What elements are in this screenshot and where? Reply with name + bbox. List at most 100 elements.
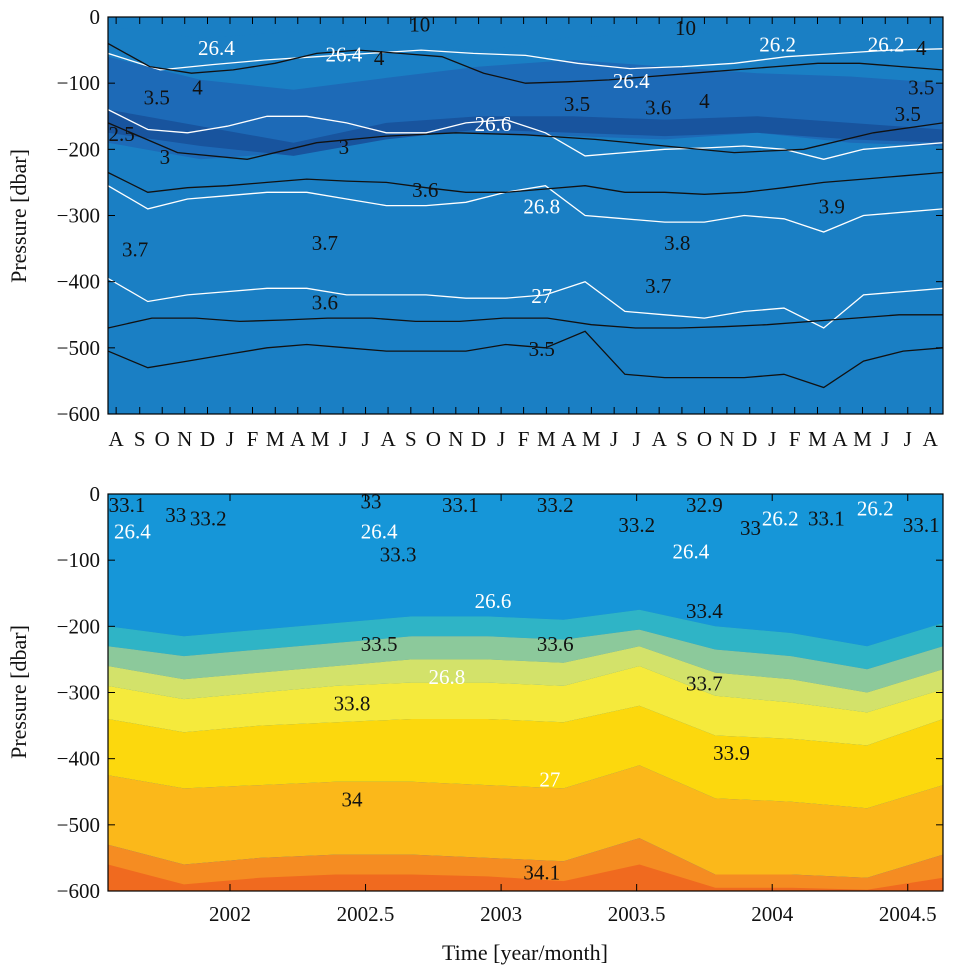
month-label: J [610, 427, 618, 451]
contour-label: 33 [361, 490, 382, 514]
color-band-3 [108, 646, 943, 713]
y-tick-label: −200 [57, 614, 100, 638]
contour-label: 2.5 [108, 122, 134, 146]
y-tick-label: 0 [90, 482, 101, 506]
month-label: N [177, 427, 192, 451]
color-band-5 [108, 705, 943, 809]
contour-line-3.7 [108, 314, 943, 329]
contour-label: 3 [160, 145, 171, 169]
contour-label: 3.5 [564, 92, 590, 116]
contour-label: 32.9 [686, 493, 723, 517]
contour-line-26.4 [108, 48, 943, 71]
month-label: F [247, 427, 259, 451]
contour-label: 3.8 [664, 231, 690, 255]
month-label: M [808, 427, 827, 451]
contour-label: 3.6 [312, 291, 338, 315]
month-label: A [561, 427, 577, 451]
contour-label: 3.5 [895, 102, 921, 126]
contour-label: 26.4 [673, 539, 710, 563]
contour-label: 3.7 [645, 274, 671, 298]
contour-line-3 [108, 122, 943, 160]
y-tick-label: −500 [57, 336, 100, 360]
contour-label: 34 [342, 788, 364, 812]
contour-label: 26.4 [361, 520, 398, 544]
contour-label: 3.5 [529, 337, 555, 361]
panel1-ylabel: Pressure [dbar] [6, 149, 31, 283]
color-band-6 [108, 765, 943, 878]
contour-label: 33.8 [334, 692, 371, 716]
y-tick-label: −100 [57, 548, 100, 572]
y-tick-label: −100 [57, 71, 100, 95]
contour-label: 3.7 [312, 231, 338, 255]
contour-label: 33.1 [442, 493, 479, 517]
contour-label: 26.2 [868, 33, 905, 57]
contour-label: 33.9 [713, 741, 750, 765]
contour-label: 3.5 [908, 76, 934, 100]
contour-label: 26.4 [198, 36, 235, 60]
month-label: J [339, 427, 347, 451]
contour-label: 4 [699, 89, 710, 113]
contour-label: 26.4 [114, 520, 151, 544]
month-label: A [832, 427, 848, 451]
contour-label: 33 [165, 503, 186, 527]
color-band-8 [108, 864, 943, 891]
contour-label: 33.1 [808, 506, 845, 530]
month-label: A [380, 427, 396, 451]
x-tick-label: 2003.5 [608, 902, 666, 926]
y-tick-label: −600 [57, 879, 100, 903]
contour-label: 3.5 [144, 86, 170, 110]
x-tick-label: 2004.5 [879, 902, 937, 926]
color-band-0 [108, 494, 943, 647]
color-band-2 [108, 109, 943, 156]
y-tick-label: −400 [57, 270, 100, 294]
contour-label: 26.8 [429, 665, 466, 689]
contour-label: 26.2 [762, 506, 799, 530]
contour-line-4 [108, 42, 943, 84]
contour-label: 26.8 [523, 195, 560, 219]
month-label: J [226, 427, 234, 451]
contour-line-3.6 [108, 171, 943, 195]
month-label: J [904, 427, 912, 451]
contour-label: 33.1 [903, 513, 940, 537]
month-label: S [676, 427, 688, 451]
contour-label: 34.1 [523, 860, 560, 884]
month-label: A [290, 427, 306, 451]
month-label: S [405, 427, 417, 451]
contour-label: 3.6 [645, 95, 671, 119]
contour-line-26.8 [108, 185, 943, 233]
month-label: J [361, 427, 369, 451]
contour-label: 10 [675, 16, 696, 40]
month-label: M [311, 427, 330, 451]
contour-label: 4 [916, 36, 927, 60]
contour-line-26.6 [108, 109, 943, 160]
x-tick-label: 2002.5 [337, 902, 395, 926]
color-band-4 [108, 666, 943, 746]
contour-label: 33 [740, 516, 761, 540]
contour-label: 4 [374, 46, 385, 70]
month-label: D [200, 427, 215, 451]
month-label: J [881, 427, 889, 451]
y-tick-label: −300 [57, 204, 100, 228]
month-label: O [697, 427, 712, 451]
month-label: J [497, 427, 505, 451]
month-label: M [853, 427, 872, 451]
temperature-panel: 26.4 26.4 426.426.2 26.2 43.5 43.5 3.6 43.53.52… [57, 5, 944, 451]
y-tick-label: −200 [57, 137, 100, 161]
month-label: M [582, 427, 601, 451]
month-label: M [266, 427, 285, 451]
month-label: O [155, 427, 170, 451]
contour-label: 26.4 [613, 69, 650, 93]
y-tick-label: −600 [57, 402, 100, 426]
contour-label: 33.1 [109, 493, 146, 517]
color-band-1 [108, 609, 943, 670]
contour-label: 27 [531, 284, 552, 308]
contour-label: 3.9 [819, 195, 845, 219]
contour-label: 3.7 [122, 238, 148, 262]
contour-label: 33.5 [361, 632, 398, 656]
month-label: D [742, 427, 757, 451]
panel2-ylabel: Pressure [dbar] [6, 625, 31, 759]
contour-label: 33.2 [190, 506, 227, 530]
x-tick-label: 2003 [480, 902, 522, 926]
contour-line-27 [108, 277, 943, 329]
